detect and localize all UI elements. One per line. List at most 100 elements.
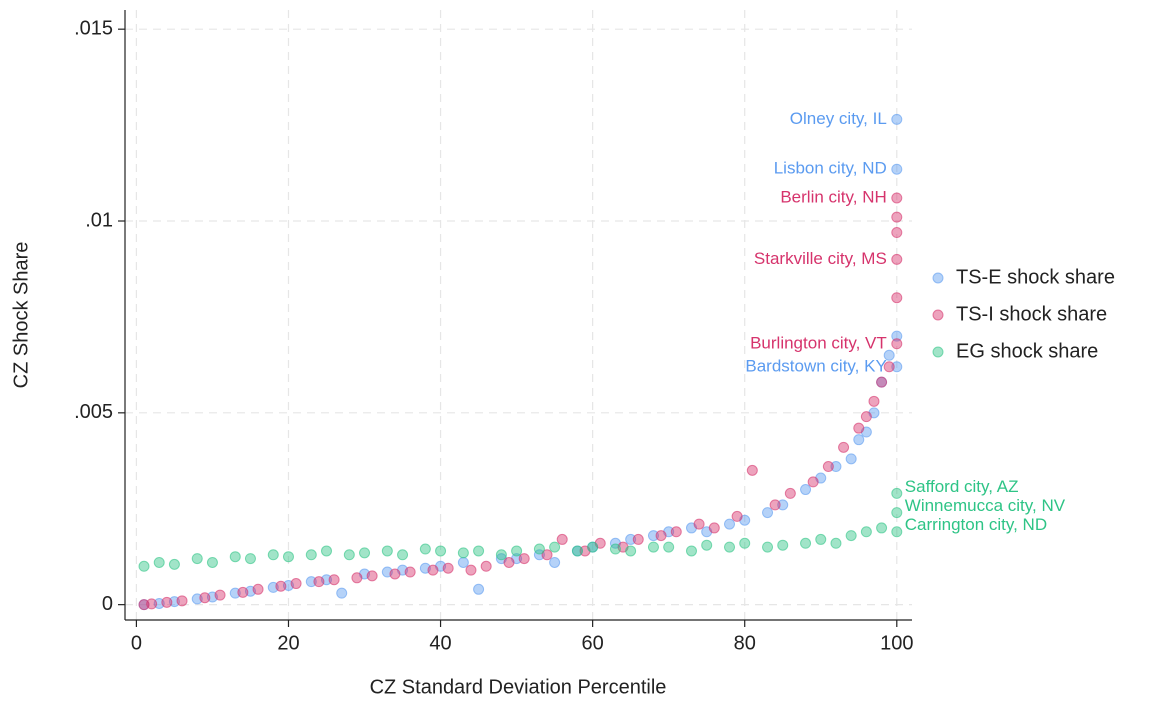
point bbox=[237, 586, 249, 598]
point bbox=[511, 545, 523, 557]
annotation: Olney city, IL bbox=[790, 109, 887, 128]
x-tick-label: 40 bbox=[429, 632, 451, 654]
point bbox=[161, 596, 173, 608]
point bbox=[495, 549, 507, 561]
point bbox=[533, 543, 545, 555]
point bbox=[800, 537, 812, 549]
annotation: Winnemucca city, NV bbox=[905, 496, 1066, 515]
point bbox=[191, 553, 203, 565]
legend-label: TS-I shock share bbox=[956, 303, 1107, 325]
point bbox=[503, 556, 515, 568]
point bbox=[891, 487, 903, 499]
y-tick-label: .005 bbox=[74, 401, 113, 423]
point bbox=[693, 518, 705, 530]
point bbox=[549, 541, 561, 553]
point bbox=[883, 361, 895, 373]
y-tick-label: .015 bbox=[74, 17, 113, 39]
point bbox=[609, 543, 621, 555]
point bbox=[427, 564, 439, 576]
point bbox=[685, 545, 697, 557]
point bbox=[876, 376, 888, 388]
point bbox=[845, 530, 857, 542]
point bbox=[206, 556, 218, 568]
x-tick-label: 20 bbox=[277, 632, 299, 654]
point bbox=[625, 545, 637, 557]
point bbox=[891, 361, 903, 373]
point bbox=[465, 564, 477, 576]
x-tick-label: 0 bbox=[131, 632, 142, 654]
point bbox=[587, 541, 599, 553]
legend-label: TS-E shock share bbox=[956, 266, 1115, 288]
point bbox=[845, 453, 857, 465]
point bbox=[457, 547, 469, 559]
point bbox=[359, 547, 371, 559]
point bbox=[244, 553, 256, 565]
point bbox=[838, 441, 850, 453]
point bbox=[860, 526, 872, 538]
point bbox=[777, 539, 789, 551]
point bbox=[549, 556, 561, 568]
point bbox=[541, 549, 553, 561]
point bbox=[275, 580, 287, 592]
point bbox=[313, 576, 325, 588]
annotation: Carrington city, ND bbox=[905, 515, 1047, 534]
point bbox=[397, 549, 409, 561]
point bbox=[168, 558, 180, 570]
point bbox=[473, 583, 485, 595]
point bbox=[473, 545, 485, 557]
point bbox=[282, 551, 294, 563]
point bbox=[891, 113, 903, 125]
point bbox=[252, 583, 264, 595]
point bbox=[267, 549, 279, 561]
point bbox=[868, 395, 880, 407]
point bbox=[176, 595, 188, 607]
point bbox=[731, 510, 743, 522]
point bbox=[305, 549, 317, 561]
point bbox=[891, 227, 903, 239]
point bbox=[366, 570, 378, 582]
point bbox=[442, 562, 454, 574]
point bbox=[214, 589, 226, 601]
point bbox=[701, 539, 713, 551]
point bbox=[883, 349, 895, 361]
legend-marker bbox=[932, 309, 944, 321]
point bbox=[822, 461, 834, 473]
point bbox=[457, 556, 469, 568]
point bbox=[769, 499, 781, 511]
point bbox=[138, 560, 150, 572]
x-axis-title: CZ Standard Deviation Percentile bbox=[370, 676, 667, 698]
point bbox=[800, 484, 812, 496]
point bbox=[435, 545, 447, 557]
point bbox=[670, 526, 682, 538]
point bbox=[146, 598, 158, 610]
point bbox=[860, 411, 872, 423]
point bbox=[199, 592, 211, 604]
point bbox=[343, 549, 355, 561]
annotation: Berlin city, NH bbox=[780, 187, 886, 206]
point bbox=[328, 574, 340, 586]
point bbox=[419, 543, 431, 555]
point bbox=[336, 587, 348, 599]
point bbox=[663, 541, 675, 553]
annotation: Burlington city, VT bbox=[750, 333, 887, 352]
legend-marker bbox=[932, 346, 944, 358]
annotation: Safford city, AZ bbox=[905, 477, 1019, 496]
point bbox=[290, 578, 302, 590]
point bbox=[229, 551, 241, 563]
point bbox=[891, 211, 903, 223]
y-tick-label: .01 bbox=[85, 209, 113, 231]
point bbox=[891, 163, 903, 175]
point bbox=[518, 553, 530, 565]
point bbox=[762, 507, 774, 519]
point bbox=[891, 192, 903, 204]
point bbox=[404, 566, 416, 578]
point bbox=[153, 556, 165, 568]
point bbox=[724, 541, 736, 553]
point bbox=[480, 560, 492, 572]
point bbox=[724, 518, 736, 530]
x-tick-label: 100 bbox=[880, 632, 913, 654]
point bbox=[381, 545, 393, 557]
point bbox=[876, 522, 888, 534]
point bbox=[830, 461, 842, 473]
